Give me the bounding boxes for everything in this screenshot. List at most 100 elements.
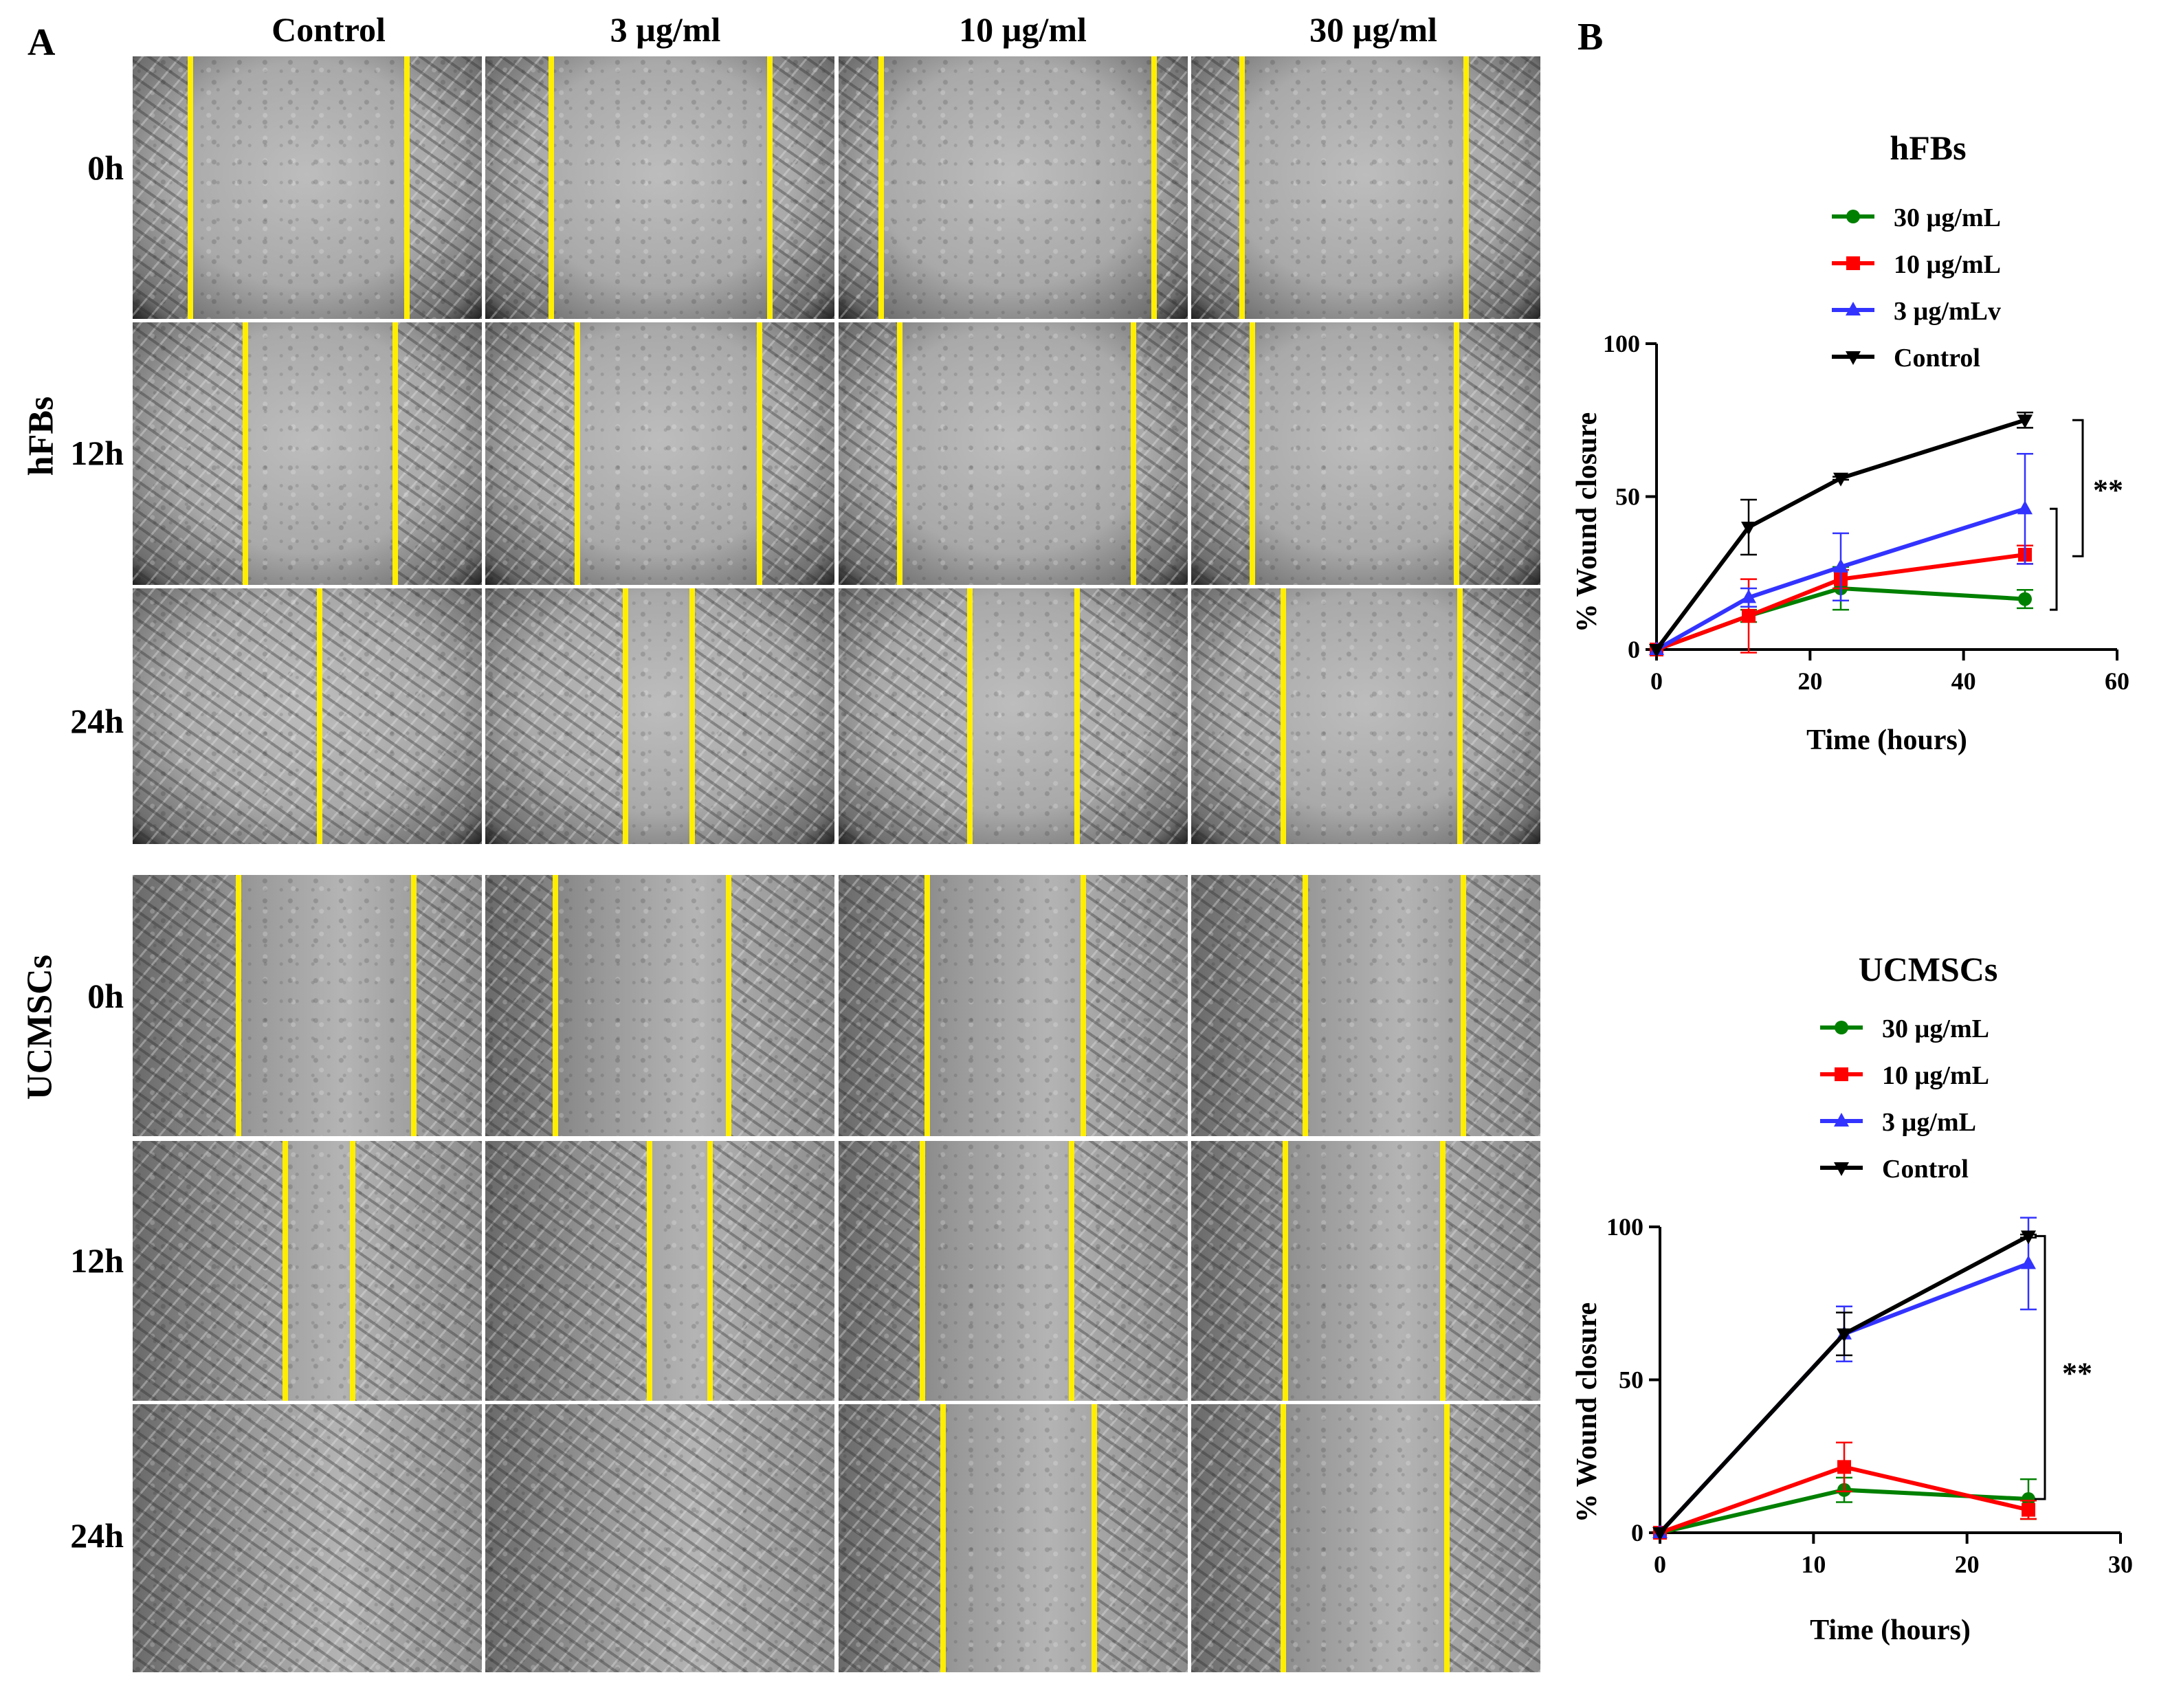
x-tick-label: 0: [1654, 1551, 1666, 1578]
micrograph-hfbs-24h-control: [133, 588, 482, 844]
data-point: [1741, 522, 1756, 535]
micrograph-hfbs-0h-3ugml: [485, 56, 834, 319]
data-point: [2017, 414, 2033, 429]
micrograph-hfbs-24h-30ugml: [1191, 588, 1540, 844]
legend-item: 30 µg/mL: [1820, 1014, 1989, 1043]
legend-label: Control: [1882, 1155, 1969, 1184]
legend-item: 3 µg/mLv: [1832, 297, 2001, 326]
micrograph-ucmscs-0h-30ugml: [1191, 875, 1540, 1136]
legend-marker: [1835, 1067, 1848, 1081]
legend-label: Control: [1894, 344, 1980, 373]
micrograph-hfbs-0h-control: [133, 56, 482, 319]
micrograph-hfbs-12h-control: [133, 322, 482, 585]
legend-label: 30 µg/mL: [1882, 1014, 1989, 1043]
column-header-10ugml: 10 µg/ml: [959, 10, 1087, 49]
series-control: [1649, 411, 2033, 658]
chart-title: hFBs: [1890, 129, 1966, 167]
series-10-g-ml: [1653, 1441, 2037, 1540]
legend-marker: [1846, 351, 1861, 365]
legend-marker: [1834, 1162, 1849, 1176]
legend-label: 10 µg/mL: [1894, 250, 2001, 279]
series-control: [1652, 1230, 2037, 1541]
column-header-30ugml: 30 µg/ml: [1309, 10, 1437, 49]
y-tick-label: 50: [1615, 483, 1640, 511]
y-tick-label: 50: [1619, 1366, 1643, 1394]
panel-a-label: A: [27, 21, 56, 64]
micrograph-ucmscs-12h-control: [133, 1141, 482, 1401]
significance-label: **: [2062, 1357, 2092, 1390]
legend-item: Control: [1832, 344, 1980, 373]
series-line: [1654, 418, 2026, 651]
data-point: [1833, 558, 1848, 573]
micrograph-hfbs-0h-10ugml: [839, 56, 1188, 319]
row-label-hfbs-24h: 24h: [70, 702, 124, 740]
row-label-ucmscs-24h: 24h: [70, 1516, 124, 1555]
legend-label: 30 µg/mL: [1894, 203, 2001, 232]
data-point: [1652, 1527, 1668, 1541]
micrograph-hfbs-24h-3ugml: [485, 588, 834, 844]
x-tick-label: 30: [2108, 1551, 2133, 1578]
micrograph-ucmscs-0h-10ugml: [839, 875, 1188, 1136]
row-label-ucmscs-0h: 0h: [87, 977, 124, 1015]
micrograph-ucmscs-12h-30ugml: [1191, 1141, 1540, 1401]
x-tick-label: 20: [1797, 667, 1822, 695]
legend-marker: [1834, 1113, 1849, 1127]
row-label-hfbs-0h: 0h: [87, 148, 124, 187]
data-point: [1837, 1460, 1851, 1474]
x-tick-label: 20: [1955, 1551, 1980, 1578]
data-point: [2021, 1255, 2036, 1269]
micrograph-hfbs-24h-10ugml: [839, 588, 1188, 844]
chart-title: UCMSCs: [1859, 950, 1998, 988]
micrograph-hfbs-0h-30ugml: [1191, 56, 1540, 319]
micrograph-ucmscs-0h-control: [133, 875, 482, 1136]
x-tick-label: 40: [1951, 667, 1976, 695]
y-tick-label: 0: [1631, 1519, 1643, 1546]
group-label-ucmscs: UCMSCs: [20, 955, 60, 1100]
y-tick-label: 100: [1606, 1213, 1643, 1241]
legend-marker: [1835, 1021, 1848, 1034]
micrograph-hfbs-12h-10ugml: [839, 322, 1188, 585]
x-tick-label: 60: [2105, 667, 2129, 695]
data-point: [2022, 1492, 2035, 1507]
panel-b-label: B: [1577, 16, 1604, 58]
hfbs-wound-closure-chart: hFBs 30 µg/mL 10 µg/mL 3 µg/mLv Control 0 20…: [1571, 129, 2129, 756]
x-tick-label: 0: [1650, 667, 1663, 695]
data-point: [1833, 472, 1848, 487]
micrograph-ucmscs-12h-10ugml: [839, 1141, 1188, 1401]
data-point: [2018, 592, 2032, 606]
series-line: [1655, 507, 2026, 652]
micrograph-ucmscs-12h-3ugml: [485, 1141, 834, 1401]
legend-item: 10 µg/mL: [1820, 1061, 1989, 1090]
legend-marker: [1846, 302, 1861, 315]
data-point: [1649, 644, 1664, 658]
data-point: [2022, 1502, 2035, 1517]
micrograph-ucmscs-24h-30ugml: [1191, 1404, 1540, 1672]
column-header-3ugml: 3 µg/ml: [610, 10, 721, 49]
micrograph-ucmscs-24h-3ugml: [485, 1404, 834, 1672]
micrograph-ucmscs-24h-10ugml: [839, 1404, 1188, 1672]
data-point: [2017, 500, 2033, 515]
row-label-hfbs-12h: 12h: [70, 434, 124, 472]
y-axis-label: % Wound closure: [1571, 412, 1603, 633]
y-axis-label: % Wound closure: [1571, 1302, 1603, 1523]
data-point: [1741, 589, 1756, 603]
legend-label: 3 µg/mL: [1882, 1108, 1976, 1137]
significance-label: **: [2093, 474, 2123, 507]
series-line: [1655, 553, 2026, 652]
legend-label: 3 µg/mLv: [1894, 297, 2001, 326]
micrograph-ucmscs-0h-3ugml: [485, 875, 834, 1136]
legend-item: Control: [1820, 1155, 1969, 1184]
significance-bracket: [2072, 419, 2084, 557]
data-point: [1837, 1328, 1852, 1342]
legend-item: 10 µg/mL: [1832, 250, 2001, 279]
x-axis-label: Time (hours): [1806, 724, 1967, 756]
legend-marker: [1846, 210, 1860, 223]
legend-item: 30 µg/mL: [1832, 203, 2001, 232]
ucmscs-wound-closure-chart: UCMSCs 30 µg/mL 10 µg/mL 3 µg/mL Control 0 1…: [1571, 950, 2133, 1646]
column-header-control: Control: [272, 10, 386, 49]
legend-label: 10 µg/mL: [1882, 1061, 1989, 1090]
data-point: [1742, 609, 1756, 623]
x-axis-label: Time (hours): [1810, 1615, 1971, 1646]
row-label-ucmscs-12h: 12h: [70, 1241, 124, 1280]
legend-marker: [1846, 256, 1860, 270]
